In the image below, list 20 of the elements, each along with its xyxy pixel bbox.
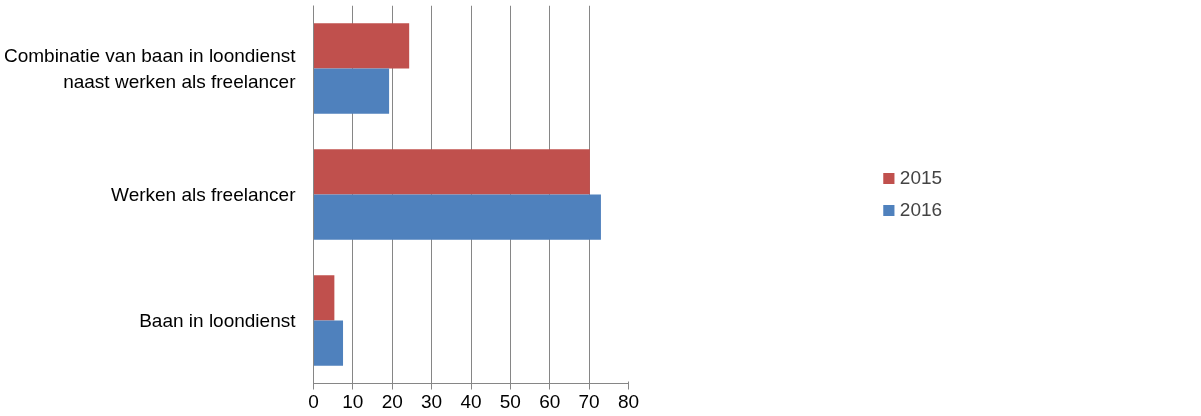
bar [313, 68, 390, 114]
bar [313, 275, 335, 321]
legend-label: 2016 [899, 199, 943, 221]
bar [313, 23, 410, 69]
x-tick-label: 60 [539, 390, 561, 412]
bar [313, 149, 590, 195]
x-tick-label: 50 [499, 390, 521, 412]
y-tick-label: Werken als freelancer [111, 184, 297, 205]
x-tick-label: 10 [342, 390, 364, 412]
y-tick-label: Combinatie van baan in loondienst naast werken als freelancer [3, 45, 297, 92]
x-tick-label: 70 [578, 390, 600, 412]
x-tick-label: 0 [308, 390, 319, 412]
x-tick-label: 40 [460, 390, 482, 412]
legend-label: 2015 [899, 167, 943, 189]
x-tick-label: 30 [421, 390, 443, 412]
bar [313, 194, 601, 240]
y-tick-label: Baan in loondienst [139, 310, 297, 331]
x-tick-label: 80 [617, 390, 640, 412]
bar [313, 320, 344, 366]
x-tick-label: 20 [381, 390, 403, 412]
